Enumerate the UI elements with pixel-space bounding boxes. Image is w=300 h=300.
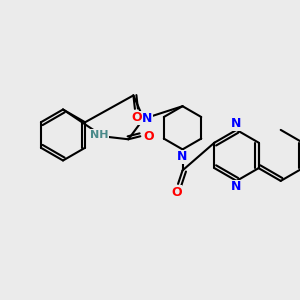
Text: N: N xyxy=(177,150,188,164)
Text: NH: NH xyxy=(90,130,109,140)
Text: O: O xyxy=(143,130,154,143)
Text: N: N xyxy=(231,117,242,130)
Text: O: O xyxy=(171,186,182,199)
Text: O: O xyxy=(131,111,142,124)
Text: N: N xyxy=(231,180,242,194)
Text: N: N xyxy=(142,112,152,125)
